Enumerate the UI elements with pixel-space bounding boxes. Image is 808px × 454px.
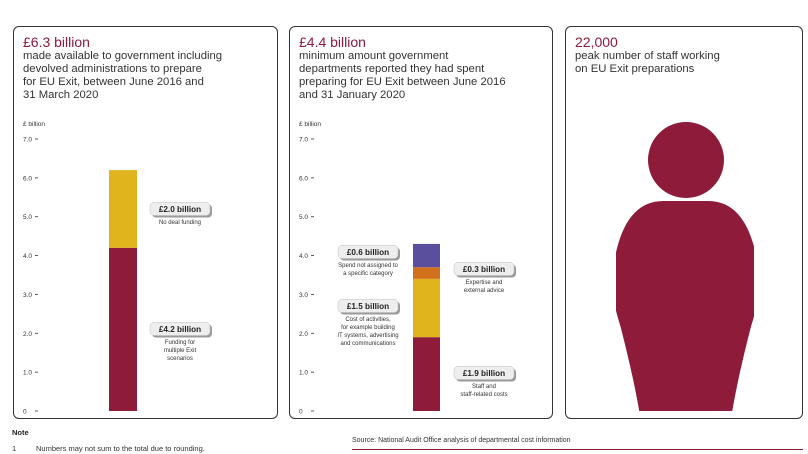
segment-caption: a specific category [343,271,393,277]
label-pill [149,202,211,216]
source-text: Source: National Audit Office analysis o… [352,437,571,444]
description-line: and 31 January 2020 [299,89,406,101]
y-tick-label: 0 [23,409,27,416]
description-line: made available to government including [23,50,223,62]
note-title: Note [12,428,29,437]
description-line: for EU Exit, between June 2016 and [23,76,204,88]
y-tick-label: 1.0 [299,370,308,377]
label-pill [149,322,211,336]
segment-caption: scenarios [167,356,193,362]
description-line: on EU Exit preparations [575,63,695,75]
segment-value-label: £1.5 billion [347,302,389,311]
spending-headline: £4.4 billion [299,34,366,50]
y-tick-label: 6.0 [23,175,32,182]
y-tick-label: 2.0 [23,331,32,338]
spending-description: minimum amount government departments re… [299,50,546,102]
note-text: Numbers may not sum to the total due to … [36,444,205,453]
y-tick-label: 3.0 [299,292,308,299]
y-tick-label: 5.0 [23,214,32,221]
spending-panel: £4.4 billion minimum amount government d… [289,26,553,419]
staff-header: 22,000 peak number of staff working on E… [575,34,796,76]
funding-chart: £ billion 0 1.0 2.0 3.0 4.0 5.0 6.0 7.0 £4.2 bill… [23,121,212,416]
segment-caption: No deal funding [159,220,201,226]
segment-caption: for example building [341,325,395,331]
y-tick-label: 6.0 [299,175,308,182]
funding-panel: £6.3 billion made available to governmen… [13,26,278,419]
y-tick-label: 2.0 [299,331,308,338]
note-item: 1 Numbers may not sum to the total due to… [12,444,205,453]
bar-segment [413,278,440,338]
person-icon [616,122,754,411]
segment-caption: IT systems, advertising [337,333,398,339]
spending-chart: £ billion 0 1.0 2.0 3.0 4.0 5.0 6.0 7.0 £1.9 bill… [299,121,516,416]
y-axis-label: £ billion [23,121,45,128]
description-line: preparing for EU Exit between June 2016 [299,76,506,88]
segment-value-label: £1.9 billion [463,369,505,378]
segment-value-label: £2.0 billion [159,205,201,214]
label-pill [453,366,515,380]
description-line: 31 March 2020 [23,89,99,101]
bar-segment [413,243,440,268]
segment-caption: Spend not assigned to [338,263,398,269]
source-divider [352,449,803,450]
segment-caption: Cost of activities, [345,317,391,323]
y-axis-label: £ billion [299,121,321,128]
y-tick-label: 5.0 [299,214,308,221]
bar-segment [109,170,137,248]
description-line: devolved administrations to prepare [23,63,202,75]
funding-header: £6.3 billion made available to governmen… [23,34,271,102]
bar-segment [413,337,440,411]
bar-segment [413,267,440,279]
label-pill [337,299,399,313]
segment-value-label: £0.3 billion [463,265,505,274]
staff-description: peak number of staff working on EU Exit … [575,50,796,76]
bar-segment [109,247,137,411]
y-tick-label: 7.0 [299,137,308,144]
y-tick-label: 4.0 [299,253,308,260]
y-tick-label: 1.0 [23,370,32,377]
description-line: departments reported they had spent [299,63,485,75]
staff-headline: 22,000 [575,34,618,50]
y-tick-label: 3.0 [23,292,32,299]
segment-caption: external advice [464,288,505,294]
y-tick-label: 7.0 [23,137,32,144]
y-tick-label: 0 [299,409,303,416]
y-tick-label: 4.0 [23,253,32,260]
segment-caption: staff-related costs [460,392,507,398]
segment-caption: multiple Exit [164,348,197,354]
description-line: minimum amount government [299,50,449,62]
segment-value-label: £0.6 billion [347,248,389,257]
description-line: peak number of staff working [575,50,720,62]
segment-caption: Staff and [472,384,496,390]
funding-headline: £6.3 billion [23,34,90,50]
staff-panel: 22,000 peak number of staff working on E… [565,26,803,419]
segment-caption: Funding for [165,340,195,346]
funding-description: made available to government including d… [23,50,271,102]
segment-caption: and communications [340,341,395,347]
segment-value-label: £4.2 billion [159,325,201,334]
spending-header: £4.4 billion minimum amount government d… [299,34,546,102]
note-number: 1 [12,444,17,453]
label-pill [337,245,399,259]
label-pill [453,262,515,276]
segment-caption: Expertise and [466,280,503,286]
